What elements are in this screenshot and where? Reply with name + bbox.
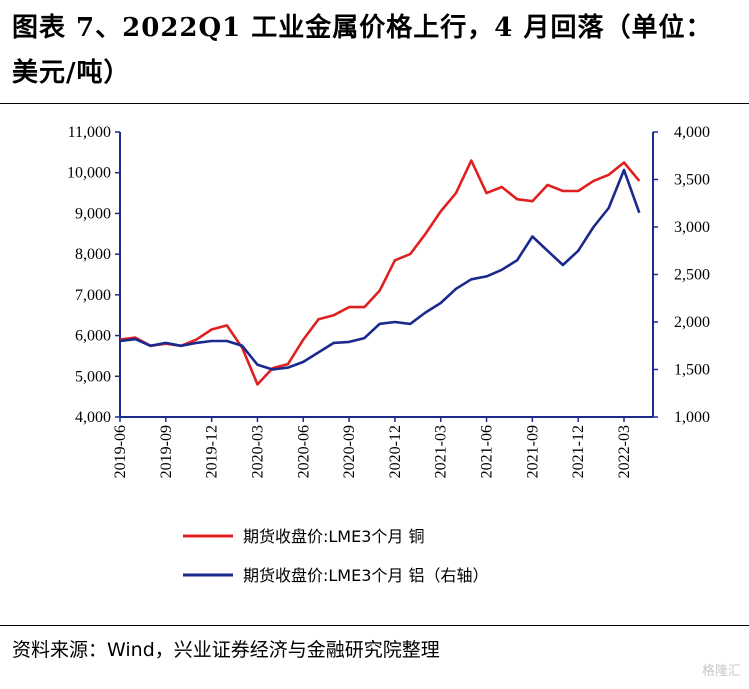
aluminum-price-line <box>119 168 641 371</box>
x-tick-label: 2020-06 <box>295 425 312 478</box>
right-y-tick-label: 3,500 <box>674 172 710 189</box>
x-tick-label: 2021-09 <box>524 425 541 478</box>
watermark-logo: 格隆汇 <box>701 664 741 679</box>
right-y-tick-label: 4,000 <box>674 124 710 141</box>
x-tick-label: 2021-06 <box>479 425 496 478</box>
x-tick-label: 2020-03 <box>249 425 266 478</box>
left-y-tick-label: 6,000 <box>75 328 111 345</box>
left-y-tick-label: 8,000 <box>75 246 111 263</box>
legend-label: 期货收盘价:LME3个月 铜 <box>243 527 425 546</box>
x-tick-label: 2020-12 <box>387 425 404 478</box>
x-tick-label: 2021-12 <box>570 425 587 478</box>
right-y-tick-label: 2,000 <box>674 314 710 331</box>
left-y-tick-label: 9,000 <box>75 205 111 222</box>
right-y-tick-label: 3,000 <box>674 219 710 236</box>
source-divider <box>0 625 749 626</box>
x-tick-label: 2019-06 <box>112 425 129 478</box>
right-y-tick-label: 1,000 <box>674 409 710 426</box>
legend-label: 期货收盘价:LME3个月 铝（右轴） <box>243 566 489 585</box>
x-tick-label: 2019-09 <box>158 425 175 478</box>
x-tick-label: 2020-09 <box>341 425 358 478</box>
source-note: 资料来源：Wind，兴业证券经济与金融研究院整理 <box>12 639 440 661</box>
x-tick-label: 2021-03 <box>433 425 450 478</box>
left-y-tick-label: 4,000 <box>75 409 111 426</box>
right-y-tick-label: 1,500 <box>674 362 710 379</box>
title-divider <box>0 103 749 104</box>
line-chart: 4,000 5,000 6,000 7,000 8,000 9,000 10,000 11,0… <box>67 124 710 585</box>
chart-title: 图表 7、2022Q1 工业金属价格上行，4 月回落（单位：美元/吨） <box>12 13 713 88</box>
left-y-tick-label: 7,000 <box>75 287 111 304</box>
copper-price-line <box>119 159 641 386</box>
left-y-tick-label: 11,000 <box>68 124 111 141</box>
x-tick-label: 2022-03 <box>616 425 633 478</box>
x-tick-label: 2019-12 <box>204 425 221 478</box>
left-y-tick-label: 10,000 <box>67 165 111 182</box>
right-y-tick-label: 2,500 <box>674 267 710 284</box>
left-y-tick-label: 5,000 <box>75 368 111 385</box>
